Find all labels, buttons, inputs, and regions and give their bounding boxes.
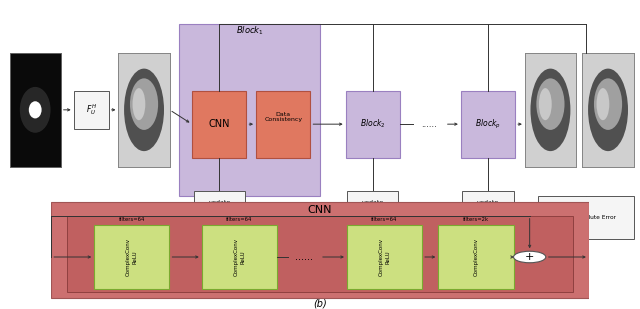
Text: update: update: [477, 201, 499, 205]
Ellipse shape: [594, 78, 622, 130]
Ellipse shape: [29, 101, 42, 118]
Text: Data
Consistency: Data Consistency: [264, 112, 302, 122]
Ellipse shape: [132, 88, 145, 120]
Text: filters=64: filters=64: [118, 218, 145, 222]
Text: update: update: [208, 201, 230, 205]
Bar: [179, 24, 320, 196]
Bar: [10, 53, 61, 167]
Text: $Block_2$: $Block_2$: [360, 118, 385, 130]
Ellipse shape: [20, 87, 51, 133]
Bar: [582, 53, 634, 167]
Bar: [525, 53, 576, 167]
Bar: [582, 53, 634, 167]
Text: $Block_p$: $Block_p$: [475, 118, 501, 131]
Ellipse shape: [536, 78, 564, 130]
Bar: [262, 224, 365, 248]
Text: (b): (b): [313, 298, 327, 308]
Text: CNN: CNN: [308, 205, 332, 215]
Text: ComplexConv
ReLU: ComplexConv ReLU: [126, 238, 138, 276]
Bar: [438, 225, 513, 289]
Bar: [74, 91, 109, 129]
Bar: [347, 225, 422, 289]
Text: Mean Absolute Error: Mean Absolute Error: [556, 215, 616, 220]
Ellipse shape: [588, 69, 628, 151]
Bar: [51, 202, 589, 298]
Bar: [256, 91, 310, 158]
Text: filters=64: filters=64: [371, 218, 397, 222]
Text: ComplexConv: ComplexConv: [474, 238, 479, 276]
Bar: [525, 53, 576, 167]
Ellipse shape: [596, 88, 609, 120]
Text: filters=64: filters=64: [226, 218, 253, 222]
Text: update: update: [362, 201, 384, 205]
Bar: [348, 191, 398, 215]
Circle shape: [513, 251, 546, 263]
Bar: [118, 53, 170, 167]
Text: $F_U^H$: $F_U^H$: [86, 102, 97, 117]
Bar: [10, 53, 61, 167]
Text: $Block_1$: $Block_1$: [236, 25, 264, 37]
Bar: [461, 91, 515, 158]
Bar: [525, 53, 576, 167]
Bar: [194, 191, 245, 215]
Text: CNN: CNN: [209, 119, 230, 129]
Bar: [118, 53, 170, 167]
Text: ......: ......: [421, 120, 436, 129]
Bar: [94, 225, 170, 289]
Ellipse shape: [130, 78, 158, 130]
Text: (a): (a): [313, 251, 327, 260]
Bar: [118, 53, 170, 167]
Bar: [538, 196, 634, 239]
Text: ......: ......: [295, 252, 313, 262]
Bar: [582, 53, 634, 167]
Bar: [10, 53, 61, 167]
Bar: [463, 191, 514, 215]
Text: ComplexConv
ReLU: ComplexConv ReLU: [379, 238, 390, 276]
Ellipse shape: [531, 69, 570, 151]
Bar: [202, 225, 277, 289]
Ellipse shape: [124, 69, 164, 151]
Bar: [192, 91, 246, 158]
Bar: [67, 216, 573, 293]
Text: ComplexConv
ReLU: ComplexConv ReLU: [234, 238, 245, 276]
Text: +: +: [525, 252, 534, 262]
Ellipse shape: [539, 88, 552, 120]
Text: filters=2k: filters=2k: [463, 218, 489, 222]
Text: Backpropagation: Backpropagation: [287, 234, 340, 239]
Bar: [346, 91, 400, 158]
